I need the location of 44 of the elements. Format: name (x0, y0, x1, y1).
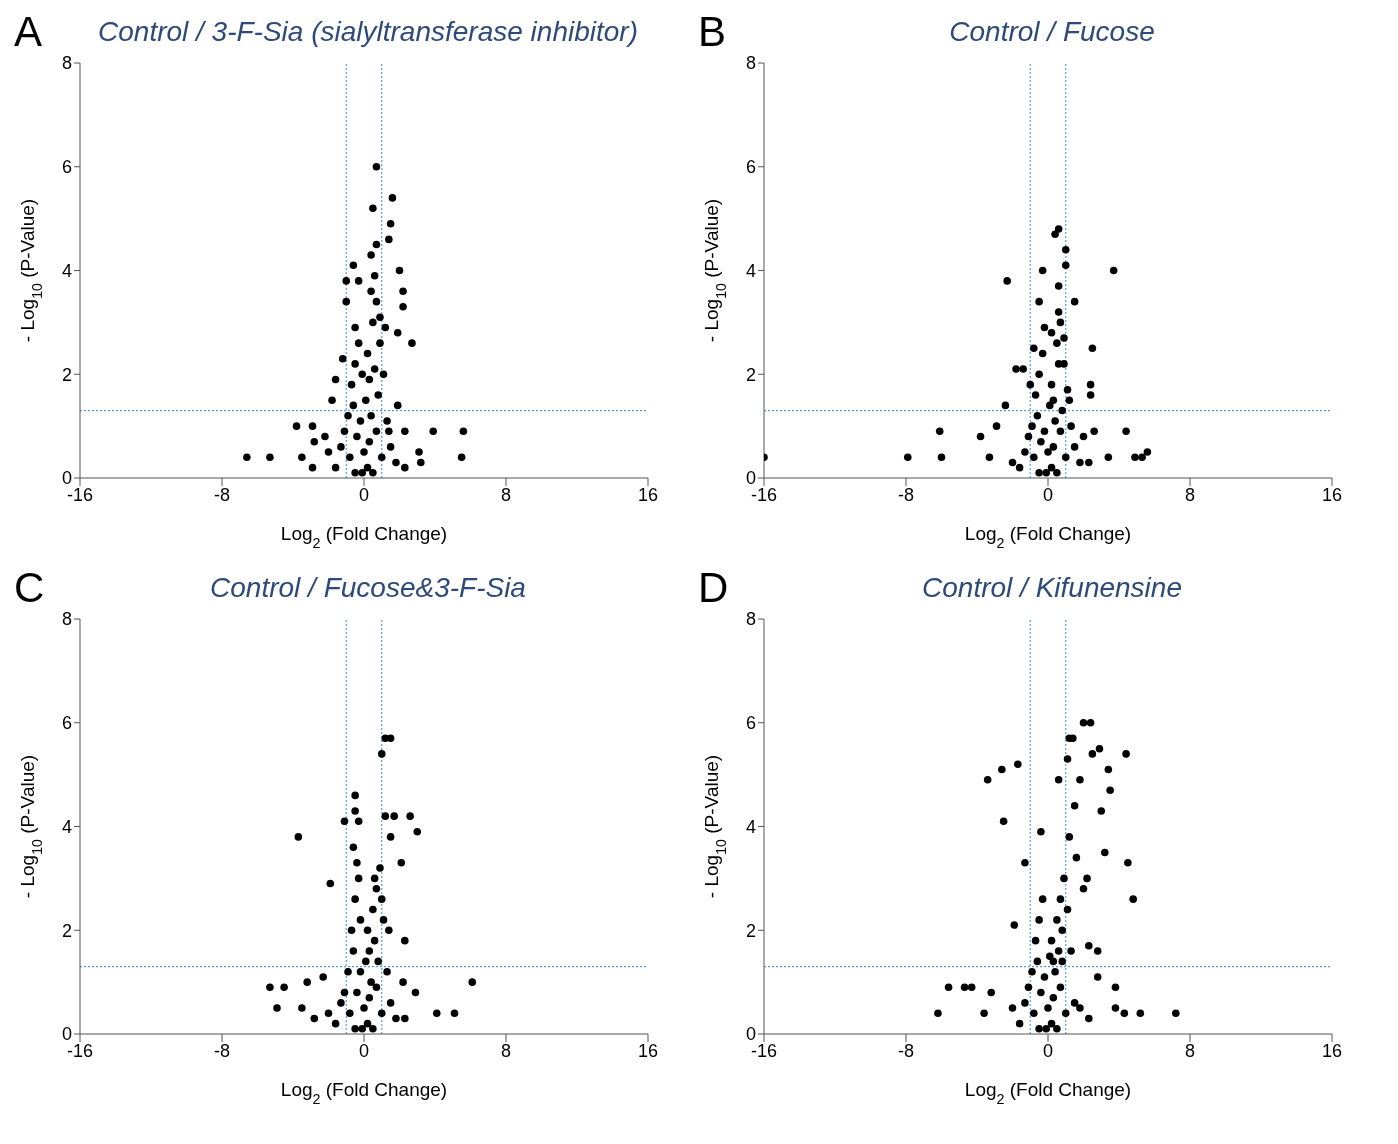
x-tick-label: 0 (1042, 484, 1054, 505)
text: A (14, 8, 43, 56)
text: D (698, 564, 729, 612)
y-tick-label: 6 (61, 713, 72, 734)
x-tick-label: 0 (358, 484, 370, 505)
y-tick-label: 8 (745, 609, 756, 630)
y-tick-label: 4 (745, 816, 756, 837)
y-tick-label: 8 (745, 53, 756, 74)
chart-title: Control / Fucose&3-F-Sia (209, 572, 527, 604)
x-tick-label: 0 (1042, 1040, 1054, 1061)
x-tick-label: 16 (637, 1040, 659, 1061)
x-tick-label: 8 (500, 484, 512, 505)
text: B (698, 8, 727, 56)
y-tick-label: 8 (61, 609, 72, 630)
x-tick-label: 16 (1321, 484, 1343, 505)
x-axis-title: Log$_{2}$ (Fold Change) (964, 1079, 1132, 1107)
x-tick-label: -8 (213, 1040, 231, 1061)
y-tick-label: 6 (745, 157, 756, 178)
x-tick-label: 8 (500, 1040, 512, 1061)
chart-title: Control / 3-F-Sia (sialyltransferase inhibitor) (97, 16, 639, 48)
x-tick-label: -8 (213, 484, 231, 505)
y-tick-label: 8 (61, 53, 72, 74)
y-tick-label: 2 (61, 364, 72, 385)
y-tick-label: 6 (61, 157, 72, 178)
x-tick-label: -8 (897, 1040, 915, 1061)
y-tick-label: 2 (745, 364, 756, 385)
y-tick-label: 4 (61, 816, 72, 837)
x-tick-label: 16 (637, 484, 659, 505)
text: C (14, 564, 45, 612)
x-tick-label: -8 (897, 484, 915, 505)
y-tick-label: 2 (61, 920, 72, 941)
x-tick-label: 8 (1184, 484, 1196, 505)
x-axis-title: Log$_{2}$ (Fold Change) (964, 523, 1132, 551)
y-tick-label: 2 (745, 920, 756, 941)
x-axis-title: Log$_{2}$ (Fold Change) (280, 1079, 448, 1107)
chart-title: Control / Fucose (948, 16, 1156, 48)
x-tick-label: 8 (1184, 1040, 1196, 1061)
x-tick-label: 0 (358, 1040, 370, 1061)
x-axis-title: Log$_{2}$ (Fold Change) (280, 523, 448, 551)
y-tick-label: 4 (745, 260, 756, 281)
y-tick-label: 4 (61, 260, 72, 281)
x-tick-label: 16 (1321, 1040, 1343, 1061)
chart-title: Control / Kifunensine (921, 572, 1183, 604)
y-tick-label: 6 (745, 713, 756, 734)
